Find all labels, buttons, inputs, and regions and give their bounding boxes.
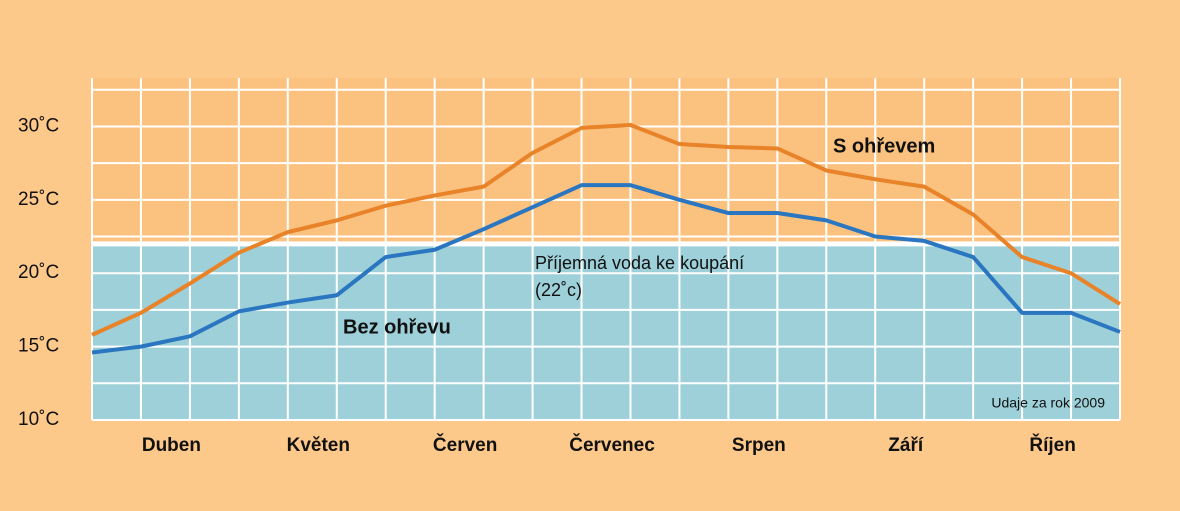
series-line	[91, 122, 1122, 337]
x-tick-label: Srpen	[732, 435, 786, 456]
threshold-value-label: (22˚c)	[535, 280, 582, 300]
series-label: S ohřevem	[833, 135, 935, 157]
x-tick-label: Září	[888, 435, 924, 456]
x-tick-label: Říjen	[1029, 434, 1075, 456]
x-tick-label: Květen	[287, 435, 350, 456]
y-tick-label: 20˚C	[18, 262, 59, 283]
x-tick-label: Duben	[142, 435, 201, 456]
x-tick-label: Červenec	[569, 434, 655, 456]
y-tick-label: 15˚C	[18, 336, 59, 357]
y-tick-label: 10˚C	[18, 409, 59, 430]
y-tick-label: 25˚C	[18, 189, 59, 210]
y-tick-label: 30˚C	[18, 115, 59, 136]
series-line	[91, 183, 1121, 355]
series-label: Bez ohřevu	[343, 316, 451, 338]
threshold-label: Příjemná voda ke koupání	[535, 253, 744, 273]
x-tick-label: Červen	[433, 434, 497, 456]
note: Udaje za rok 2009	[991, 395, 1105, 411]
